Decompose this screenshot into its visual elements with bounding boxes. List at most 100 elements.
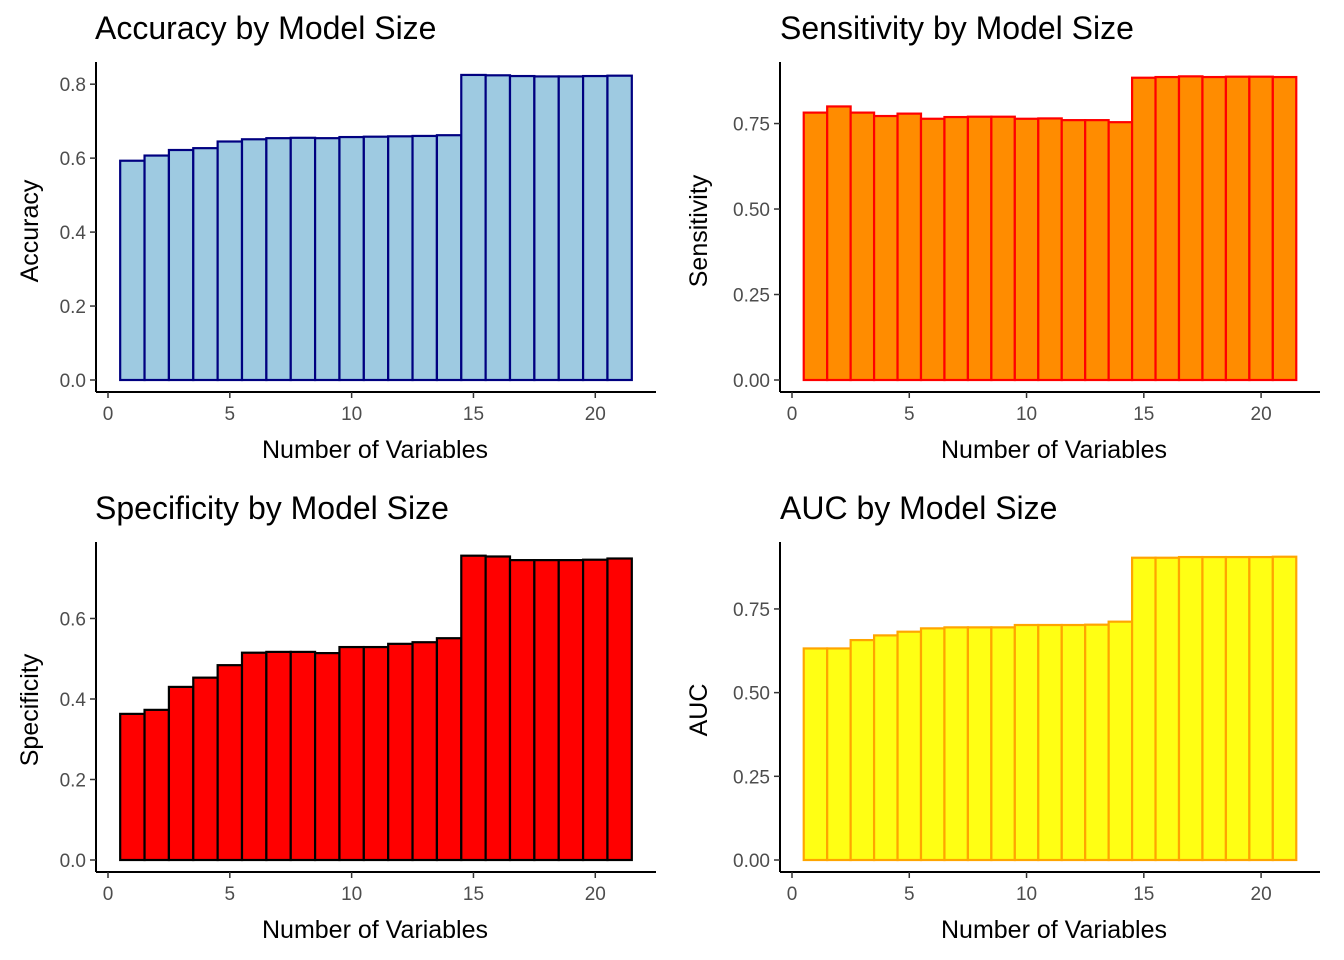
bar — [192, 147, 219, 382]
x-tick-label: 20 — [1251, 404, 1272, 425]
accuracy-panel: Accuracy by Model Size Accuracy Number o… — [16, 10, 656, 464]
bar — [411, 641, 439, 862]
y-tick-label: 0.75 — [733, 115, 770, 136]
bar — [943, 115, 970, 382]
x-tick-label: 15 — [463, 404, 484, 425]
bar — [966, 115, 993, 382]
bar — [896, 112, 923, 382]
x-tick-label: 15 — [1133, 404, 1154, 425]
bar — [289, 650, 317, 862]
bar — [240, 651, 268, 862]
bar — [460, 554, 487, 862]
bar — [484, 555, 512, 862]
bar — [143, 708, 171, 862]
bar — [1224, 555, 1251, 862]
bar — [216, 140, 244, 382]
bar — [411, 134, 439, 382]
bar — [1154, 556, 1181, 862]
y-axis-title: Specificity — [16, 653, 44, 766]
bar — [119, 712, 146, 862]
bar — [849, 111, 876, 382]
y-tick-label: 0.2 — [60, 770, 86, 791]
bar — [990, 626, 1016, 862]
bar — [826, 105, 852, 382]
bar — [849, 638, 876, 862]
x-tick-label: 5 — [904, 884, 915, 905]
bar — [1084, 623, 1110, 862]
y-tick-label: 0.00 — [733, 851, 770, 872]
bar — [802, 111, 829, 382]
bar — [1107, 620, 1134, 862]
x-tick-label: 0 — [103, 884, 114, 905]
bar — [435, 637, 463, 862]
plot-area: 0.00 0.25 0.50 0.75 0 5 10 15 20 — [733, 542, 1320, 905]
bar — [1130, 76, 1157, 382]
bar — [1248, 555, 1274, 862]
x-tick-label: 10 — [341, 404, 362, 425]
x-axis-title: Number of Variables — [262, 436, 488, 464]
bar — [966, 626, 993, 862]
chart-title: Specificity by Model Size — [95, 490, 449, 526]
bar — [240, 138, 268, 382]
bar — [167, 685, 195, 862]
bar — [435, 134, 463, 382]
bar — [362, 135, 390, 382]
bar — [192, 676, 219, 862]
y-tick-label: 0.0 — [60, 371, 86, 392]
x-tick-label: 15 — [463, 884, 484, 905]
x-tick-label: 20 — [585, 884, 606, 905]
bar — [1084, 119, 1110, 382]
bar — [1201, 555, 1227, 862]
y-tick-label: 0.75 — [733, 600, 770, 621]
x-tick-label: 10 — [1016, 404, 1037, 425]
bar — [1271, 555, 1298, 862]
x-tick-label: 5 — [225, 884, 236, 905]
y-tick-label: 0.4 — [60, 223, 87, 244]
y-tick-label: 0.50 — [733, 684, 770, 705]
bar — [265, 137, 292, 382]
x-tick-label: 10 — [1016, 884, 1037, 905]
bar — [1201, 75, 1227, 382]
bar — [1177, 555, 1204, 862]
bar — [1224, 75, 1251, 382]
bar — [1060, 119, 1087, 382]
chart-title: Accuracy by Model Size — [95, 10, 436, 46]
bar — [1248, 75, 1274, 382]
bar — [1177, 75, 1204, 382]
chart-title: AUC by Model Size — [780, 490, 1057, 526]
bar — [1154, 75, 1181, 382]
bar — [557, 75, 585, 382]
y-tick-label: 0.6 — [60, 609, 86, 630]
bar — [338, 645, 365, 862]
y-tick-label: 0.25 — [733, 767, 770, 788]
bar — [484, 74, 512, 382]
specificity-panel: Specificity by Model Size Specificity Nu… — [16, 490, 656, 944]
bar — [460, 73, 487, 382]
bar — [1060, 623, 1087, 862]
bar — [143, 154, 171, 382]
auc-panel: AUC by Model Size AUC Number of Variable… — [685, 490, 1320, 944]
x-tick-label: 20 — [1251, 884, 1272, 905]
x-tick-label: 20 — [585, 404, 606, 425]
x-tick-label: 15 — [1133, 884, 1154, 905]
bar — [802, 647, 829, 862]
bar — [581, 558, 609, 862]
plot-area: 0.00 0.25 0.50 0.75 0 5 10 15 20 — [733, 62, 1320, 425]
bar — [581, 74, 609, 382]
x-tick-label: 0 — [103, 404, 114, 425]
y-tick-label: 0.00 — [733, 371, 770, 392]
bar — [872, 634, 899, 862]
bar — [265, 650, 292, 862]
x-tick-label: 0 — [787, 884, 798, 905]
bar — [557, 559, 585, 862]
bar — [606, 557, 633, 862]
bar — [1130, 556, 1157, 862]
y-tick-label: 0.8 — [60, 75, 86, 96]
bar — [1037, 623, 1063, 862]
bar — [1107, 121, 1134, 382]
bar — [533, 75, 560, 382]
sensitivity-panel: Sensitivity by Model Size Sensitivity Nu… — [685, 10, 1320, 464]
bar — [943, 626, 970, 862]
bar — [1013, 623, 1040, 862]
